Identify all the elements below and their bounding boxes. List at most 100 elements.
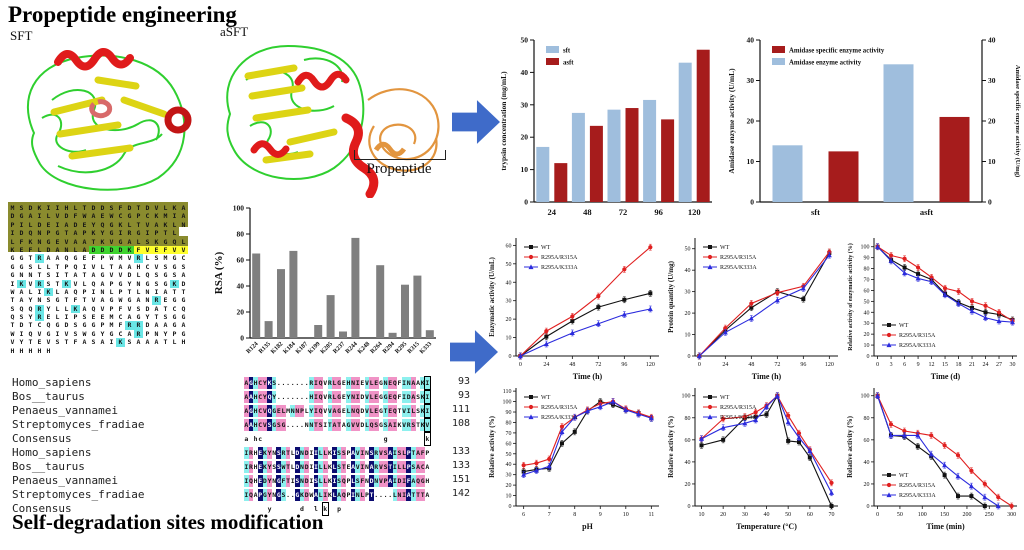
svg-text:10: 10 xyxy=(747,157,755,166)
svg-text:40: 40 xyxy=(506,280,512,286)
svg-text:60: 60 xyxy=(506,441,512,447)
svg-text:300: 300 xyxy=(1007,512,1016,518)
svg-text:K199: K199 xyxy=(307,340,322,355)
svg-text:WT: WT xyxy=(541,245,551,251)
svg-text:sft: sft xyxy=(811,207,820,217)
alignment-row: Bos__taurus IRHEKYSSWTLDNDIILLKLSTEAVINAR… xyxy=(12,460,470,473)
arrow-right-icon-top xyxy=(452,100,500,144)
svg-text:asft: asft xyxy=(563,60,574,67)
svg-text:R295A/R315A: R295A/R315A xyxy=(899,483,936,489)
svg-text:20: 20 xyxy=(506,483,512,489)
svg-text:R295A/R315A: R295A/R315A xyxy=(720,255,757,261)
svg-trypsin-bar: 0 10 20 30 40 50 24 48 72 96 120 trypsin concentrat… xyxy=(499,36,712,217)
svg-text:R244: R244 xyxy=(344,340,359,355)
svg-text:0: 0 xyxy=(750,198,754,207)
svg-text:0: 0 xyxy=(509,354,512,360)
svg-text:R295A/K333A: R295A/K333A xyxy=(541,415,578,421)
svg-text:21: 21 xyxy=(969,362,975,368)
svg-text:RSA (%): RSA (%) xyxy=(213,251,225,294)
svg-text:9: 9 xyxy=(599,512,602,518)
svg-text:10: 10 xyxy=(506,494,512,500)
svg-text:R294: R294 xyxy=(381,340,396,355)
svg-text:Time (h): Time (h) xyxy=(752,372,782,381)
svg-text:R315: R315 xyxy=(406,340,421,355)
svg-text:20: 20 xyxy=(506,317,512,323)
svg-text:70: 70 xyxy=(506,431,512,437)
svg-text:30: 30 xyxy=(685,290,691,296)
svg-text:10: 10 xyxy=(988,157,996,166)
svg-text:R295: R295 xyxy=(394,340,409,355)
svg-text:72: 72 xyxy=(774,362,780,368)
svg-text:40: 40 xyxy=(521,68,529,77)
svg-text:40: 40 xyxy=(864,310,870,316)
svg-text:96: 96 xyxy=(800,362,806,368)
svg-text:50: 50 xyxy=(506,262,512,268)
svg-text:40: 40 xyxy=(506,462,512,468)
svg-text:100: 100 xyxy=(861,245,870,251)
svg-text:40: 40 xyxy=(747,36,755,45)
svg-text:150: 150 xyxy=(940,512,949,518)
chart-relative-activity-days: 0 10 20 30 40 50 60 70 80 90 100 0 3 6 9 12 15 18 21 24 27 30… xyxy=(844,232,1023,382)
svg-text:11: 11 xyxy=(648,512,654,518)
alignment-row: Streptomyces_fradiae IQAPGYNGS..GKDWALIKL… xyxy=(12,488,470,501)
svg-text:Protein quantity (U/mg): Protein quantity (U/mg) xyxy=(667,260,675,332)
svg-text:10: 10 xyxy=(699,512,705,518)
svg-text:10: 10 xyxy=(506,336,512,342)
svg-amidase-bar: 0 0 10 10 20 20 30 30 40 40 sft asft Amidase enzyme … xyxy=(727,36,1021,218)
svg-text:72: 72 xyxy=(619,207,628,217)
svg-text:20: 20 xyxy=(521,133,529,142)
svg-text:9: 9 xyxy=(917,362,920,368)
svg-text:0: 0 xyxy=(876,362,879,368)
svg-line-protein: 0 10 20 30 40 50 0 24 48 72 96 120 Time (h) Protein q… xyxy=(667,238,838,381)
svg-text:Time (h): Time (h) xyxy=(573,372,603,381)
svg-rsa-bar: 0 20 40 60 80 100 R124R135K182K184K187K199K205… xyxy=(213,204,436,355)
svg-text:60: 60 xyxy=(864,438,870,444)
svg-text:7: 7 xyxy=(548,512,551,518)
svg-text:96: 96 xyxy=(654,207,663,217)
svg-text:0: 0 xyxy=(876,512,879,518)
svg-text:6: 6 xyxy=(903,362,906,368)
svg-text:250: 250 xyxy=(985,512,994,518)
svg-text:24: 24 xyxy=(983,362,989,368)
svg-text:pH: pH xyxy=(582,522,593,531)
svg-text:0: 0 xyxy=(240,334,244,343)
svg-text:50: 50 xyxy=(897,512,903,518)
svg-text:Amidase specific enzyme activi: Amidase specific enzyme activity (U/mg) xyxy=(1014,65,1021,177)
svg-text:Amidase enzyme activity: Amidase enzyme activity xyxy=(789,60,862,67)
alignment-row: Bos__taurus AAHCYQY.......HIQVRLGEYNIDVLE… xyxy=(12,390,470,404)
chart-protein-quantity-time: 0 10 20 30 40 50 0 24 48 72 96 120 Time (h) Protein q… xyxy=(665,232,844,382)
svg-text:R264: R264 xyxy=(369,340,384,355)
svg-text:0: 0 xyxy=(988,198,992,207)
svg-text:20: 20 xyxy=(237,308,245,317)
section-title-self-degradation: Self-degradation sites modification xyxy=(12,510,324,534)
svg-text:48: 48 xyxy=(583,207,592,217)
chart-amidase-activity: 0 0 10 10 20 20 30 30 40 40 sft asft Amidase enzyme … xyxy=(724,32,1022,222)
label-sft: SFT xyxy=(10,28,33,43)
svg-text:80: 80 xyxy=(237,230,245,239)
chart-relative-activity-minutes: 0 20 40 60 80 100 0 50 100 150 200 250 300 Time (min)… xyxy=(844,382,1023,532)
sequence-alignment-block-1: Homo_sapiens AGHCYKS.......RIQVRLGEHNIEVL… xyxy=(8,376,478,446)
alignment-row: Streptomyces_fradiae AAHCVSGSG....NNTSITA… xyxy=(12,418,470,432)
svg-text:110: 110 xyxy=(503,389,512,395)
svg-text:90: 90 xyxy=(506,410,512,416)
svg-text:R295A/K333A: R295A/K333A xyxy=(541,265,578,271)
svg-text:0: 0 xyxy=(688,354,691,360)
svg-text:70: 70 xyxy=(829,512,835,518)
svg-text:K184: K184 xyxy=(282,340,297,355)
svg-text:72: 72 xyxy=(595,362,601,368)
svg-text:48: 48 xyxy=(569,362,575,368)
svg-text:R295A/K333A: R295A/K333A xyxy=(899,343,936,349)
svg-text:R135: R135 xyxy=(257,340,272,355)
protein-structure-asft-image xyxy=(226,44,440,198)
svg-text:8: 8 xyxy=(573,512,576,518)
svg-text:3: 3 xyxy=(890,362,893,368)
